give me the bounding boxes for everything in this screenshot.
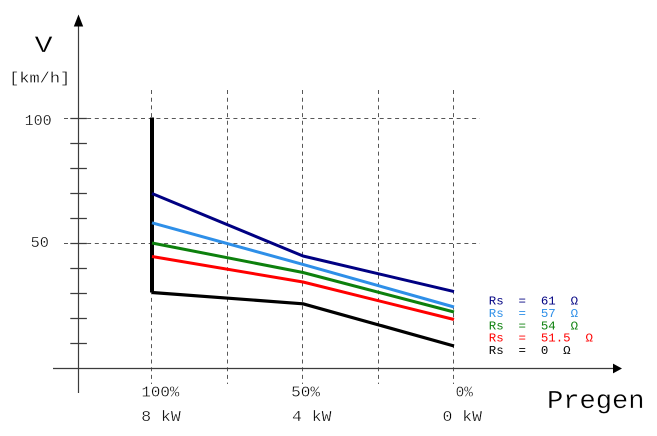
svg-text:0 kW: 0 kW — [443, 408, 483, 426]
svg-text:4 kW: 4 kW — [292, 408, 332, 426]
svg-text:V: V — [35, 33, 53, 59]
svg-text:100: 100 — [25, 112, 52, 130]
svg-text:Rs = 57 Ω: Rs = 57 Ω — [489, 307, 579, 321]
svg-text:Rs = 54 Ω: Rs = 54 Ω — [489, 319, 579, 333]
svg-text:Rs = 0 Ω: Rs = 0 Ω — [489, 344, 571, 358]
svg-text:Rs = 51.5 Ω: Rs = 51.5 Ω — [489, 332, 594, 346]
svg-text:50%: 50% — [291, 383, 321, 401]
svg-text:8 kW: 8 kW — [141, 408, 181, 426]
svg-text:0%: 0% — [456, 383, 474, 401]
svg-text:100%: 100% — [141, 383, 180, 401]
svg-text:[km/h]: [km/h] — [9, 70, 70, 88]
svg-text:50: 50 — [31, 234, 49, 252]
svg-text:Pregen: Pregen — [547, 386, 645, 416]
svg-text:Rs = 61 Ω: Rs = 61 Ω — [489, 295, 579, 309]
